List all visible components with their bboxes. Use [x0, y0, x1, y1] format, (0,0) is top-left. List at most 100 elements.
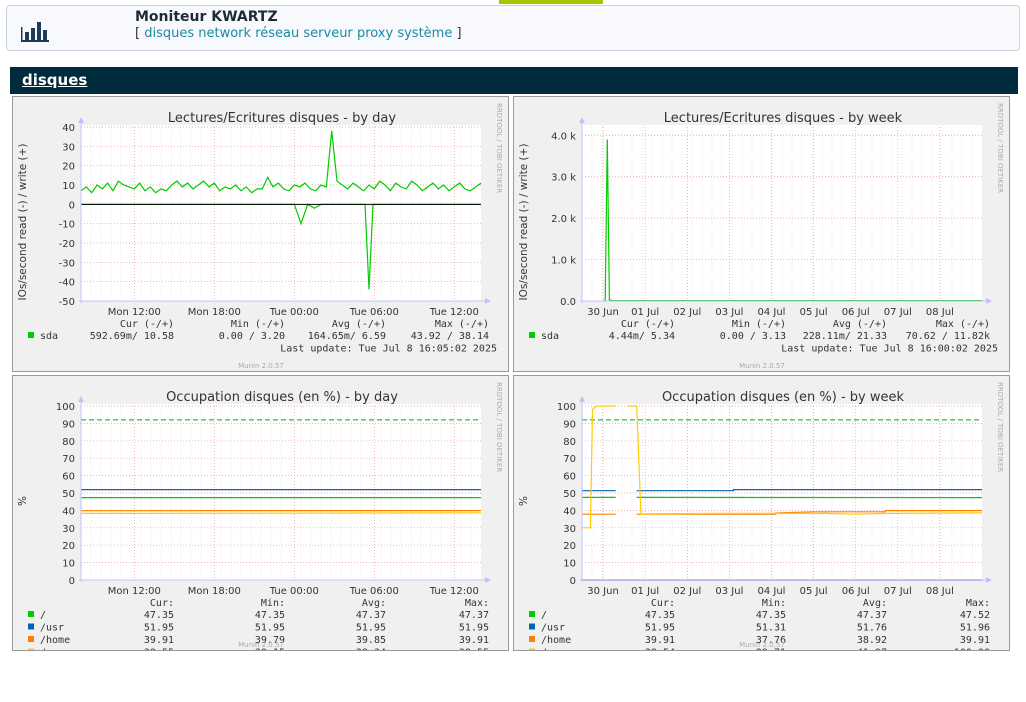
graph-svg: Lectures/Ecritures disques - by week 30 J… [518, 103, 1004, 370]
y-axis-label: IOs/second read (-) / write (+) [518, 143, 530, 300]
nav-link-proxy[interactable]: proxy [356, 26, 394, 41]
munin-version: Munin 2.0.57 [238, 641, 284, 649]
nav-link-reseau[interactable]: réseau [255, 26, 300, 41]
legend-value: 43.92 / 38.14 [411, 331, 489, 342]
x-tick-label: Mon 12:00 [108, 307, 161, 318]
legend-series-name: sda [40, 331, 58, 342]
legend-swatch [28, 636, 34, 642]
legend-column-header: Max (-/+) [936, 319, 990, 330]
legend-column-header: Cur (-/+) [621, 319, 675, 330]
legend-value: 51.95 [144, 623, 174, 634]
nav-link-disques[interactable]: disques [144, 26, 195, 41]
legend-value: 0.00 / 3.20 [219, 331, 285, 342]
rrdtool-credit: RRDTOOL / TOBI OETIKER [495, 382, 503, 472]
y-axis-label: % [518, 496, 530, 506]
legend-value: 29.71 [756, 648, 786, 652]
legend-value: 47.35 [756, 610, 786, 621]
y-tick-label: 20 [62, 162, 75, 173]
nav-link-systeme[interactable]: système [397, 26, 453, 41]
legend-column-header: Avg (-/+) [332, 319, 386, 330]
legend-value: 38.55 [144, 648, 174, 652]
legend-value: 47.37 [857, 610, 887, 621]
graph-title: Occupation disques (en %) - by week [662, 390, 905, 405]
y-tick-label: 40 [62, 506, 75, 517]
legend-value: 228.11m/ 21.33 [803, 331, 887, 342]
y-axis-arrow-icon [78, 117, 84, 123]
y-axis-arrow-icon [579, 117, 585, 123]
legend-value: 39.79 [255, 635, 285, 646]
legend-value: 47.52 [960, 610, 990, 621]
nav-link-network[interactable]: network [198, 26, 252, 41]
series-line-3 [582, 405, 983, 529]
graph-title: Lectures/Ecritures disques - by day [168, 111, 396, 126]
legend-value: 39.91 [960, 635, 990, 646]
page-header: Moniteur KWARTZ [ disques network réseau… [6, 5, 1020, 51]
y-tick-label: 10 [62, 559, 75, 570]
nav-open-bracket: [ [135, 26, 141, 41]
legend-value: 47.37 [459, 610, 489, 621]
legend-swatch [529, 611, 535, 617]
x-tick-label: Mon 18:00 [188, 307, 241, 318]
nav-link-serveur[interactable]: serveur [303, 26, 353, 41]
legend-value: 47.35 [645, 610, 675, 621]
graph-title: Lectures/Ecritures disques - by week [664, 111, 903, 126]
x-tick-label: Tue 00:00 [269, 586, 319, 597]
top-accent-bar [499, 0, 603, 4]
x-tick-label: Tue 00:00 [269, 307, 319, 318]
legend-column-header: Max: [465, 598, 489, 609]
y-tick-label: 90 [563, 419, 576, 430]
legend-value: 51.76 [857, 623, 887, 634]
rrdtool-credit: RRDTOOL / TOBI OETIKER [495, 103, 503, 193]
legend-column-header: Min: [762, 598, 786, 609]
series-line-0 [80, 130, 482, 194]
legend-value: 51.96 [960, 623, 990, 634]
section-title[interactable]: disques [22, 71, 88, 89]
legend-value: 0.00 / 3.13 [720, 331, 786, 342]
legend-column-header: Avg: [863, 598, 887, 609]
munin-version: Munin 2.0.57 [739, 362, 785, 370]
legend-value: 70.62 / 11.82k [906, 331, 990, 342]
category-nav: [ disques network réseau serveur proxy s… [135, 26, 462, 41]
app-title: Moniteur KWARTZ [135, 9, 278, 25]
y-tick-label: 80 [563, 437, 576, 448]
legend-value: 51.95 [356, 623, 386, 634]
y-tick-label: -40 [59, 278, 75, 289]
graph-panel-io-week[interactable]: Lectures/Ecritures disques - by week 30 J… [513, 96, 1010, 372]
legend-value: 51.95 [645, 623, 675, 634]
y-tick-label: 1.0 k [551, 256, 576, 267]
graph-panel-df-day[interactable]: Occupation disques (en %) - by day Mon 12… [12, 375, 509, 651]
rrdtool-credit: RRDTOOL / TOBI OETIKER [996, 103, 1004, 193]
legend-value: 38.15 [255, 648, 285, 652]
y-tick-label: 4.0 k [551, 131, 576, 142]
legend-value: 47.37 [356, 610, 386, 621]
legend-series-name: /usr [40, 623, 64, 634]
legend-value: 592.69m/ 10.58 [90, 331, 174, 342]
y-axis-arrow-icon [579, 396, 585, 402]
graph-panel-df-week[interactable]: Occupation disques (en %) - by week 30 Ju… [513, 375, 1010, 651]
x-tick-label: 06 Jul [842, 586, 870, 597]
legend-value: 39.91 [144, 635, 174, 646]
x-tick-label: 02 Jul [673, 307, 701, 318]
x-tick-label: 01 Jul [631, 307, 659, 318]
graph-panel-io-day[interactable]: Lectures/Ecritures disques - by day Mon 1… [12, 96, 509, 372]
legend-value: 4.44m/ 5.34 [609, 331, 675, 342]
y-tick-label: 0 [69, 200, 75, 211]
legend-swatch [28, 611, 34, 617]
nav-close-bracket: ] [456, 26, 462, 41]
x-tick-label: 01 Jul [631, 586, 659, 597]
legend-column-header: Max: [966, 598, 990, 609]
y-axis-arrow-icon [78, 396, 84, 402]
y-axis-label: % [17, 496, 29, 506]
x-tick-label: 04 Jul [757, 307, 785, 318]
legend-series-name: /home [40, 635, 70, 646]
legend-swatch [28, 623, 34, 630]
legend-series-name: /usr [541, 623, 565, 634]
y-tick-label: -20 [59, 239, 75, 250]
x-tick-label: Tue 12:00 [429, 307, 479, 318]
x-axis-arrow-icon [986, 298, 992, 304]
y-tick-label: 50 [62, 489, 75, 500]
legend-column-header: Avg (-/+) [833, 319, 887, 330]
legend-series-name: /home [541, 635, 571, 646]
x-tick-label: 30 Jun [587, 586, 619, 597]
legend-swatch [529, 623, 535, 630]
